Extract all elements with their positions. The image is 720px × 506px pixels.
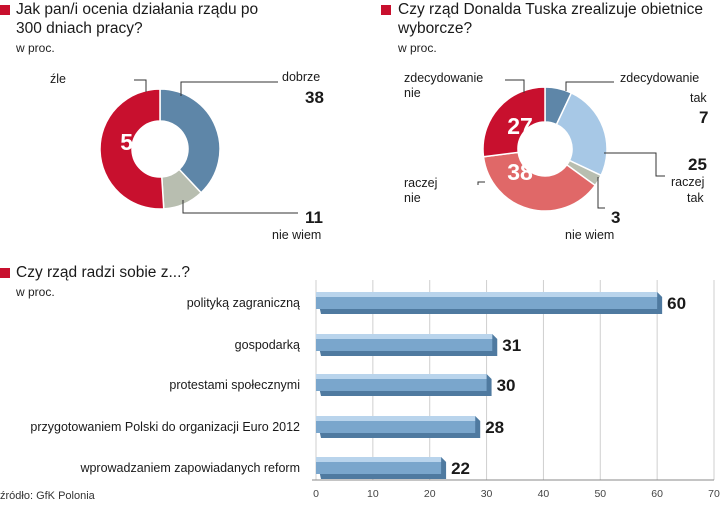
pie2-leader-zdec-nie xyxy=(505,79,525,93)
pie1-title: Jak pan/i ocenia działania rządu po 300 … xyxy=(16,1,259,37)
pie2-label-zdec-nie-2: nie xyxy=(404,86,421,100)
pie1-value-nie-wiem: 11 xyxy=(305,208,323,227)
category-label-gospodarka: gospodarką xyxy=(235,338,300,352)
category-label-protestami-spolecznymi: protestami społecznymi xyxy=(169,378,300,392)
value-label-wprowadzaniem-zapowiadanych-reform: 22 xyxy=(451,459,470,478)
pie1-label-zle: źle xyxy=(50,72,66,86)
pie2-slice-raczej-tak xyxy=(555,91,608,177)
pie1-slice-dobrze xyxy=(159,88,221,194)
title-marker-2 xyxy=(381,5,391,15)
value-label-protestami-spolecznymi: 30 xyxy=(497,376,516,395)
pie2-label-zdec-tak-2: tak xyxy=(690,91,707,105)
pie2-label-raczej-nie-1: raczej xyxy=(404,176,438,190)
title-marker-1 xyxy=(0,5,10,15)
pie2-label-raczej-tak-2: tak xyxy=(687,191,704,205)
pie1-slice-zle xyxy=(99,88,165,210)
category-label-polityka-zagraniczna: polityką zagraniczną xyxy=(187,296,300,310)
pie2-leader-nie-wiem xyxy=(597,177,605,209)
pie2-value-zdec-nie: 27 xyxy=(507,113,533,139)
bar-top-wprowadzaniem-zapowiadanych-reform xyxy=(316,457,442,462)
pie1-label-nie-wiem: nie wiem xyxy=(272,228,322,242)
pie2-title: Czy rząd Donalda Tuska zrealizuje obietn… xyxy=(398,1,703,37)
value-label-polityka-zagraniczna: 60 xyxy=(667,294,686,313)
pie2-leader-zdec-tak xyxy=(565,81,614,91)
value-label-gospodarka: 31 xyxy=(502,336,521,355)
value-label-przygotowaniem-polski-do-organizacji-euro-2012: 28 xyxy=(485,418,504,437)
pie2-leader-raczej-nie xyxy=(477,181,485,185)
pie1-value-zle: 51 xyxy=(120,129,146,155)
bar-top-protestami-spolecznymi xyxy=(316,374,487,379)
pie2-label-zdec-nie-1: zdecydowanie xyxy=(404,71,484,85)
pie2-leader-raczej-tak xyxy=(604,152,665,177)
pie2-value-raczej-tak: 25 xyxy=(688,155,707,174)
bar-title: Czy rząd radzi sobie z...? xyxy=(16,264,191,281)
bar-top-polityka-zagraniczna xyxy=(316,292,658,297)
x-tick-40: 40 xyxy=(538,488,550,500)
pie1-leader-nie-wiem xyxy=(182,200,298,214)
bar-top-gospodarka xyxy=(316,334,493,339)
x-tick-10: 10 xyxy=(367,488,379,500)
x-tick-0: 0 xyxy=(313,488,319,500)
pie1-value-dobrze: 38 xyxy=(305,88,324,107)
pie2-label-raczej-tak-1: raczej xyxy=(671,175,705,189)
pie2-value-nie-wiem: 3 xyxy=(611,208,621,227)
pie2-value-raczej-nie: 38 xyxy=(507,159,533,185)
title-marker-3 xyxy=(0,268,10,278)
pie2-label-zdec-tak-1: zdecydowanie xyxy=(620,71,700,85)
bar-row-gospodarka: gospodarką 31 xyxy=(235,334,521,356)
pie2-unit: w proc. xyxy=(398,41,437,55)
x-tick-30: 30 xyxy=(481,488,493,500)
pie2-label-nie-wiem: nie wiem xyxy=(565,228,615,242)
pie2-value-zdec-tak: 7 xyxy=(699,108,709,127)
pie1-label-dobrze: dobrze xyxy=(282,70,321,84)
x-tick-50: 50 xyxy=(594,488,606,500)
x-tick-20: 20 xyxy=(424,488,436,500)
pie1-leader-dobrze xyxy=(180,81,278,96)
bar-unit: w proc. xyxy=(16,285,55,299)
bar-row-przygotowaniem-polski-do-organizacji-euro-2012: przygotowaniem Polski do organizacji Eur… xyxy=(30,416,504,438)
bar-row-wprowadzaniem-zapowiadanych-reform: wprowadzaniem zapowiadanych reform 22 xyxy=(79,457,470,479)
bar-row-protestami-spolecznymi: protestami społecznymi 30 xyxy=(169,374,515,396)
x-tick-60: 60 xyxy=(651,488,663,500)
category-label-przygotowaniem-polski-do-organizacji-euro-2012: przygotowaniem Polski do organizacji Eur… xyxy=(30,420,300,434)
bar-row-polityka-zagraniczna: polityką zagraniczną 60 xyxy=(187,292,686,314)
category-label-wprowadzaniem-zapowiadanych-reform: wprowadzaniem zapowiadanych reform xyxy=(79,461,300,475)
pie2-slice-raczej-nie xyxy=(482,151,597,212)
source-note: źródło: GfK Polonia xyxy=(0,490,95,502)
pie2-label-raczej-nie-2: nie xyxy=(404,191,421,205)
x-tick-70: 70 xyxy=(708,488,720,500)
pie1-leader-zle xyxy=(134,79,147,92)
pie1-unit: w proc. xyxy=(16,41,55,55)
pie2-slice-zdecydowanie-nie xyxy=(482,86,546,158)
bar-top-przygotowaniem-polski-do-organizacji-euro-2012 xyxy=(316,416,476,421)
